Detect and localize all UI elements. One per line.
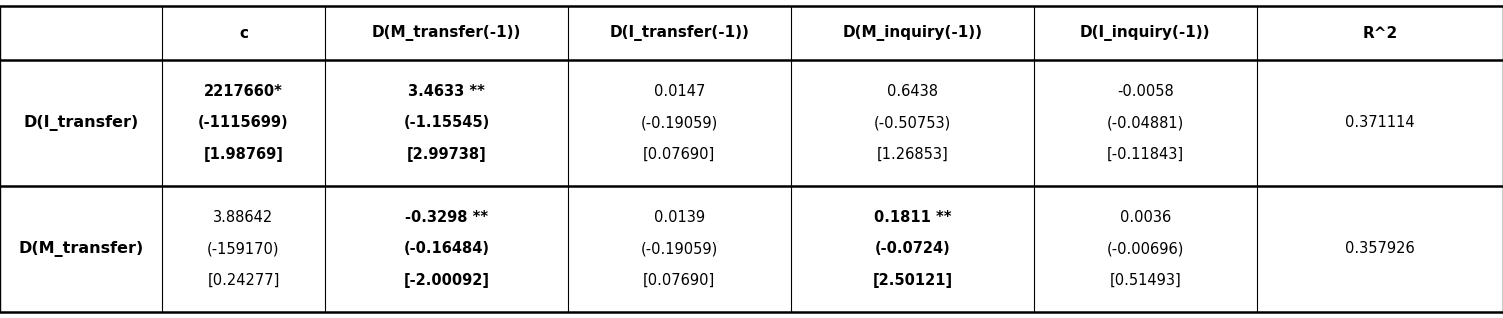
Text: (-0.50753): (-0.50753) [873, 115, 951, 130]
Text: 0.0139: 0.0139 [654, 210, 705, 225]
Text: [1.26853]: [1.26853] [876, 147, 948, 162]
Text: 0.0147: 0.0147 [654, 84, 705, 99]
Text: [-0.11843]: [-0.11843] [1106, 147, 1184, 162]
Text: [0.07690]: [0.07690] [643, 147, 715, 162]
Text: (-1.15545): (-1.15545) [403, 115, 490, 130]
Text: 0.0036: 0.0036 [1120, 210, 1171, 225]
Text: (-159170): (-159170) [207, 241, 280, 256]
Text: 0.371114: 0.371114 [1345, 115, 1414, 130]
Text: 0.1811 **: 0.1811 ** [873, 210, 951, 225]
Text: [0.07690]: [0.07690] [643, 273, 715, 288]
Text: R^2: R^2 [1362, 25, 1398, 41]
Text: c: c [239, 25, 248, 41]
Text: 0.6438: 0.6438 [887, 84, 938, 99]
Text: [-2.00092]: [-2.00092] [403, 273, 490, 288]
Text: (-0.0724): (-0.0724) [875, 241, 950, 256]
Text: D(I_transfer): D(I_transfer) [24, 115, 138, 131]
Text: (-1115699): (-1115699) [198, 115, 289, 130]
Text: D(M_transfer(-1)): D(M_transfer(-1)) [371, 25, 522, 41]
Text: D(I_inquiry(-1)): D(I_inquiry(-1)) [1081, 25, 1210, 41]
Text: [0.24277]: [0.24277] [207, 273, 280, 288]
Text: (-0.16484): (-0.16484) [403, 241, 490, 256]
Text: D(I_transfer(-1)): D(I_transfer(-1)) [609, 25, 750, 41]
Text: (-0.00696): (-0.00696) [1106, 241, 1184, 256]
Text: (-0.04881): (-0.04881) [1106, 115, 1184, 130]
Text: (-0.19059): (-0.19059) [640, 115, 718, 130]
Text: D(M_transfer): D(M_transfer) [18, 241, 144, 257]
Text: 3.4633 **: 3.4633 ** [407, 84, 485, 99]
Text: -0.0058: -0.0058 [1117, 84, 1174, 99]
Text: [2.99738]: [2.99738] [406, 147, 487, 162]
Text: [2.50121]: [2.50121] [872, 273, 953, 288]
Text: 0.357926: 0.357926 [1345, 241, 1414, 256]
Text: (-0.19059): (-0.19059) [640, 241, 718, 256]
Text: -0.3298 **: -0.3298 ** [404, 210, 488, 225]
Text: 3.88642: 3.88642 [213, 210, 274, 225]
Text: D(M_inquiry(-1)): D(M_inquiry(-1)) [842, 25, 983, 41]
Text: [0.51493]: [0.51493] [1109, 273, 1181, 288]
Text: 2217660*: 2217660* [204, 84, 283, 99]
Text: [1.98769]: [1.98769] [203, 147, 284, 162]
